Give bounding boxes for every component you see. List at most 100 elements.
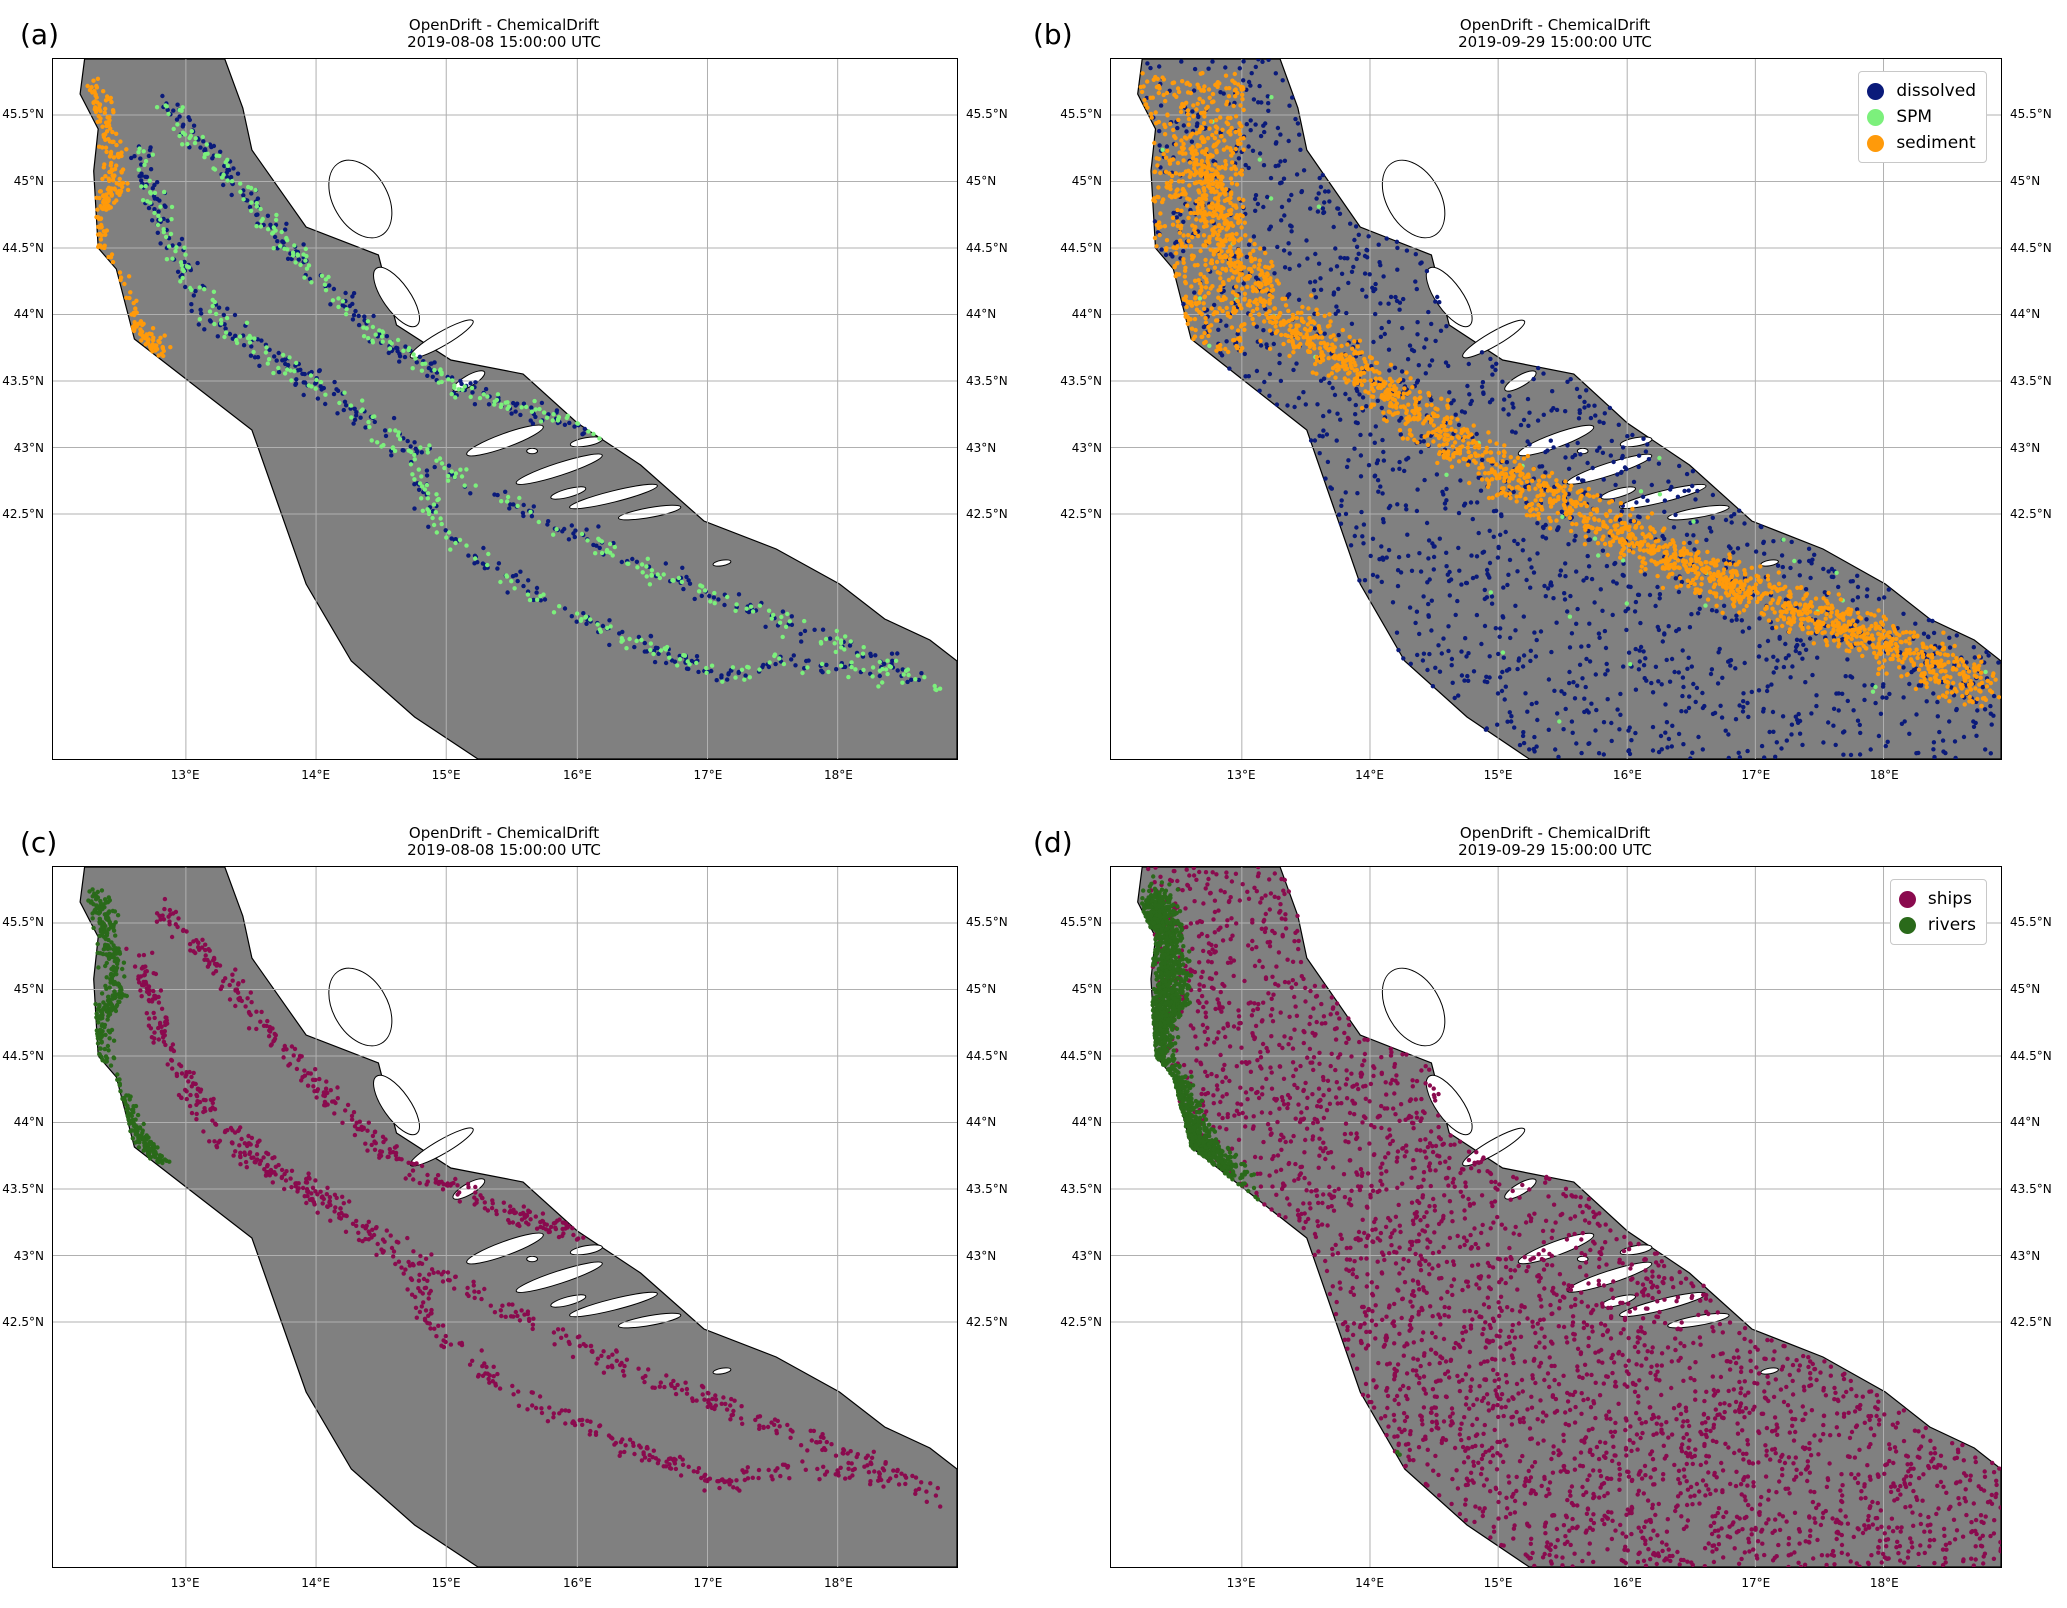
- particle: [1628, 519, 1633, 524]
- particle: [1271, 341, 1276, 347]
- particle: [1401, 656, 1406, 661]
- particle: [1655, 573, 1660, 579]
- particle: [1679, 579, 1685, 585]
- particle: [1190, 109, 1195, 114]
- particle: [1264, 312, 1269, 317]
- particle: [1239, 124, 1244, 129]
- particle: [1285, 403, 1290, 408]
- particle: [1175, 219, 1180, 224]
- particle: [1819, 609, 1824, 614]
- particle: [538, 598, 543, 603]
- particle: [1426, 601, 1431, 607]
- particle: [1251, 248, 1256, 253]
- particle: [1597, 498, 1602, 503]
- particle: [1429, 397, 1434, 403]
- particle: [1520, 664, 1526, 669]
- particle: [1190, 144, 1195, 150]
- particle: [1261, 246, 1267, 251]
- particle: [396, 433, 401, 438]
- particle: [1723, 728, 1728, 733]
- particle: [1904, 629, 1909, 635]
- particle: [538, 419, 544, 424]
- particle: [1874, 655, 1879, 660]
- particle: [1244, 122, 1249, 127]
- particle: [1322, 200, 1327, 205]
- particle: [1339, 343, 1344, 349]
- particle: [351, 313, 357, 318]
- particle: [1253, 208, 1258, 213]
- particle: [1909, 669, 1914, 675]
- particle: [1241, 197, 1246, 203]
- particle: [1273, 71, 1278, 76]
- particle: [1528, 508, 1533, 513]
- particle: [1265, 272, 1270, 277]
- particle: [1381, 449, 1386, 455]
- particle: [507, 506, 512, 511]
- particle: [1886, 587, 1891, 592]
- particle: [1660, 559, 1666, 564]
- particle: [175, 269, 181, 274]
- particle: [1855, 595, 1861, 600]
- particle: [100, 145, 105, 150]
- particle: [362, 314, 367, 319]
- particle: [1809, 711, 1814, 716]
- particle: [1638, 620, 1643, 626]
- particle: [546, 519, 551, 524]
- particle: [922, 675, 927, 680]
- particle: [1803, 647, 1809, 652]
- particle: [1629, 738, 1634, 743]
- particle: [460, 387, 465, 392]
- particle: [1952, 739, 1958, 744]
- particle: [670, 578, 675, 583]
- particle: [1380, 491, 1385, 496]
- particle: [1775, 563, 1781, 568]
- particle: [1753, 549, 1759, 554]
- particle: [282, 357, 288, 362]
- particle: [1304, 238, 1309, 243]
- particle: [639, 637, 644, 643]
- particle: [800, 670, 805, 676]
- particle: [1163, 98, 1168, 104]
- particle: [642, 649, 647, 654]
- particle: [1184, 304, 1189, 310]
- particle: [1152, 196, 1157, 201]
- particle: [1456, 510, 1462, 516]
- particle: [1257, 157, 1262, 162]
- particle: [588, 617, 593, 622]
- particle: [116, 189, 122, 194]
- particle: [85, 83, 90, 89]
- particle: [1308, 438, 1314, 443]
- particle: [1650, 724, 1656, 730]
- particle: [1531, 376, 1536, 382]
- island: [1381, 159, 1446, 239]
- particle: [1766, 618, 1772, 623]
- particle: [1235, 328, 1241, 333]
- particle: [1733, 666, 1738, 671]
- particle: [1901, 611, 1906, 616]
- particle: [647, 582, 653, 587]
- particle: [1168, 179, 1174, 185]
- particle: [1539, 488, 1544, 493]
- particle: [847, 643, 853, 648]
- particle: [412, 457, 417, 462]
- particle: [1507, 491, 1513, 497]
- particle: [1560, 514, 1565, 520]
- particle: [1653, 603, 1658, 609]
- particle: [1194, 217, 1199, 222]
- particle: [1780, 564, 1785, 570]
- particle: [572, 424, 577, 429]
- particle: [304, 253, 309, 259]
- particle: [1234, 182, 1240, 187]
- particle: [436, 496, 441, 502]
- particle: [215, 334, 220, 339]
- particle: [1214, 179, 1219, 185]
- particle: [1534, 637, 1539, 643]
- particle: [1222, 138, 1227, 143]
- particle: [133, 306, 138, 311]
- particle: [1680, 648, 1685, 653]
- particle: [1232, 80, 1238, 86]
- particle: [1170, 157, 1176, 162]
- particle: [340, 299, 346, 304]
- particle: [1883, 743, 1888, 749]
- particle: [1210, 167, 1215, 172]
